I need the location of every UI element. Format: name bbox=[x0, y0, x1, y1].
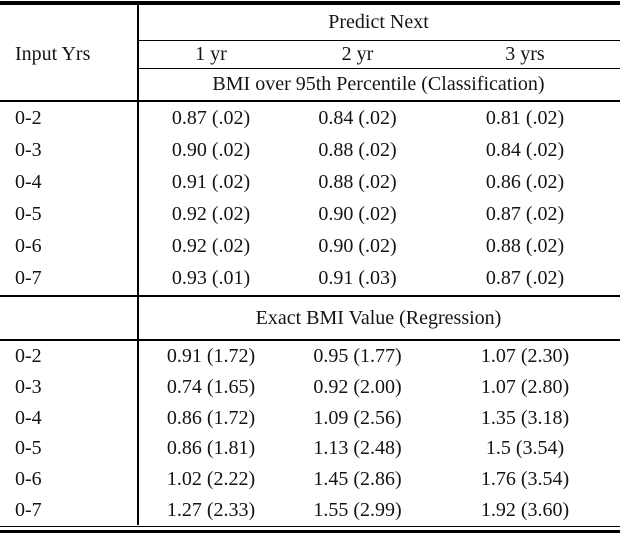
section-header-classification: BMI over 95th Percentile (Classification… bbox=[0, 69, 620, 100]
regression-section-title: Exact BMI Value (Regression) bbox=[255, 306, 502, 329]
cell-value: 1.45 (2.86) bbox=[313, 468, 402, 491]
input-yrs-label: Input Yrs bbox=[15, 43, 91, 65]
cell-value: 0.88 (.02) bbox=[318, 138, 397, 161]
cell-value: 0.81 (.02) bbox=[485, 106, 565, 129]
table-row: 0-3 0.90 (.02) 0.88 (.02) 0.84 (.02) bbox=[0, 134, 620, 166]
row-label: 0-4 bbox=[15, 406, 42, 429]
top-rule bbox=[0, 1, 620, 5]
row-label: 0-7 bbox=[15, 267, 42, 290]
cell-value: 0.74 (1.65) bbox=[166, 375, 256, 398]
cell-value: 0.87 (.02) bbox=[171, 106, 251, 129]
cell-value: 0.86 (.02) bbox=[485, 170, 565, 193]
mid-rule-3 bbox=[0, 339, 620, 341]
bottom-rule-thick bbox=[0, 530, 620, 533]
cell-value: 1.92 (3.60) bbox=[480, 499, 570, 522]
table-row: 0-4 0.86 (1.72) 1.09 (2.56) 1.35 (3.18) bbox=[0, 403, 620, 434]
row-label: 0-5 bbox=[15, 437, 42, 460]
cell-value: 0.95 (1.77) bbox=[313, 344, 402, 367]
table-row: 0-5 0.92 (.02) 0.90 (.02) 0.87 (.02) bbox=[0, 199, 620, 231]
mid-rule-2 bbox=[0, 295, 620, 297]
table-row: 0-7 1.27 (2.33) 1.55 (2.99) 1.92 (3.60) bbox=[0, 495, 620, 526]
cell-value: 0.93 (.01) bbox=[171, 267, 251, 290]
cell-value: 1.5 (3.54) bbox=[485, 437, 565, 460]
cell-value: 1.02 (2.22) bbox=[166, 468, 256, 491]
cell-value: 0.86 (1.81) bbox=[166, 437, 256, 460]
classification-section-title: BMI over 95th Percentile (Classification… bbox=[212, 73, 545, 95]
cell-value: 0.92 (.02) bbox=[171, 203, 251, 226]
cell-value: 1.35 (3.18) bbox=[480, 406, 570, 429]
table-row: 0-4 0.91 (.02) 0.88 (.02) 0.86 (.02) bbox=[0, 166, 620, 198]
cell-value: 1.07 (2.80) bbox=[480, 375, 570, 398]
cell-value: 1.07 (2.30) bbox=[480, 344, 570, 367]
cell-value: 1.09 (2.56) bbox=[313, 406, 402, 429]
col-header-1yr: 1 yr bbox=[195, 43, 227, 65]
table-row: 0-5 0.86 (1.81) 1.13 (2.48) 1.5 (3.54) bbox=[0, 433, 620, 464]
header-row-columns: Input Yrs 1 yr 2 yr 3 yrs bbox=[0, 41, 620, 68]
mid-rule-1 bbox=[0, 100, 620, 102]
cell-value: 1.13 (2.48) bbox=[313, 437, 402, 460]
row-label: 0-3 bbox=[15, 375, 42, 398]
row-label: 0-3 bbox=[15, 138, 42, 161]
cell-value: 0.90 (.02) bbox=[318, 235, 397, 258]
row-label: 0-6 bbox=[15, 235, 42, 258]
cell-value: 1.55 (2.99) bbox=[313, 499, 402, 522]
cmid-rule-2 bbox=[137, 68, 620, 69]
cell-value: 0.91 (1.72) bbox=[166, 344, 256, 367]
section-header-regression: Exact BMI Value (Regression) bbox=[0, 297, 620, 339]
cell-value: 0.91 (.02) bbox=[171, 170, 251, 193]
col-header-2yr: 2 yr bbox=[341, 43, 374, 65]
cell-value: 1.27 (2.33) bbox=[166, 499, 256, 522]
cell-value: 0.84 (.02) bbox=[318, 106, 397, 129]
row-label: 0-5 bbox=[15, 203, 42, 226]
cell-value: 0.87 (.02) bbox=[485, 203, 565, 226]
cell-value: 1.76 (3.54) bbox=[480, 468, 570, 491]
row-label: 0-7 bbox=[15, 499, 42, 522]
cell-value: 0.90 (.02) bbox=[171, 138, 251, 161]
table-row: 0-3 0.74 (1.65) 0.92 (2.00) 1.07 (2.80) bbox=[0, 372, 620, 403]
cmid-rule-1 bbox=[137, 40, 620, 41]
cell-value: 0.87 (.02) bbox=[485, 267, 565, 290]
table-row: 0-6 1.02 (2.22) 1.45 (2.86) 1.76 (3.54) bbox=[0, 464, 620, 495]
cell-value: 0.88 (.02) bbox=[485, 235, 565, 258]
cell-value: 0.86 (1.72) bbox=[166, 406, 256, 429]
bottom-rule-thin bbox=[0, 526, 620, 527]
row-label: 0-6 bbox=[15, 468, 42, 491]
regression-rows: 0-2 0.91 (1.72) 0.95 (1.77) 1.07 (2.30) … bbox=[0, 341, 620, 526]
classification-rows: 0-2 0.87 (.02) 0.84 (.02) 0.81 (.02) 0-3… bbox=[0, 102, 620, 295]
cell-value: 0.90 (.02) bbox=[318, 203, 397, 226]
table-row: 0-7 0.93 (.01) 0.91 (.03) 0.87 (.02) bbox=[0, 263, 620, 295]
table-row: 0-2 0.91 (1.72) 0.95 (1.77) 1.07 (2.30) bbox=[0, 341, 620, 372]
cell-value: 0.92 (2.00) bbox=[313, 375, 402, 398]
cell-value: 0.91 (.03) bbox=[318, 267, 397, 290]
cell-value: 0.92 (.02) bbox=[171, 235, 251, 258]
row-label: 0-4 bbox=[15, 170, 42, 193]
col-header-3yrs: 3 yrs bbox=[505, 43, 545, 65]
table-row: 0-2 0.87 (.02) 0.84 (.02) 0.81 (.02) bbox=[0, 102, 620, 134]
header-row-predict-next: Predict Next bbox=[0, 5, 620, 40]
row-label: 0-2 bbox=[15, 106, 42, 129]
cell-value: 0.84 (.02) bbox=[485, 138, 565, 161]
row-label: 0-2 bbox=[15, 344, 42, 367]
cell-value: 0.88 (.02) bbox=[318, 170, 397, 193]
table-row: 0-6 0.92 (.02) 0.90 (.02) 0.88 (.02) bbox=[0, 231, 620, 263]
predict-next-label: Predict Next bbox=[328, 11, 429, 33]
column-divider-line bbox=[137, 5, 139, 525]
